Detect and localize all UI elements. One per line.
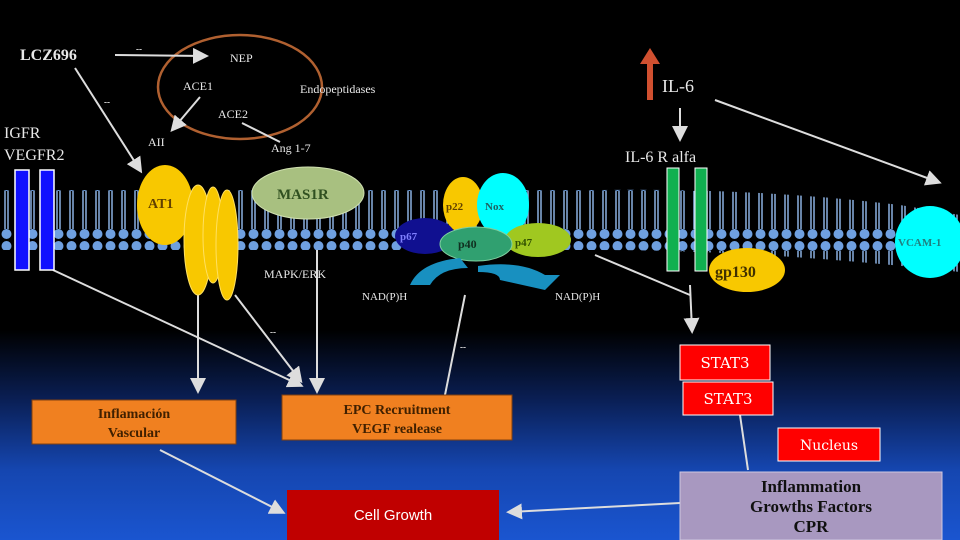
gp130 xyxy=(709,248,785,292)
nucleus-label: Nucleus xyxy=(800,438,858,454)
stat3-label: STAT3 xyxy=(703,390,752,408)
arrows xyxy=(52,47,942,520)
box-line: EPC Recruitment xyxy=(344,403,451,418)
gp130-label: gp130 xyxy=(715,264,756,281)
at1-helix xyxy=(215,189,239,301)
igfr-label: IGFR xyxy=(4,125,41,142)
p40-subunit xyxy=(439,226,513,262)
inhibition-mark: -- xyxy=(136,44,142,54)
nox-subunit xyxy=(477,173,529,237)
p22-subunit xyxy=(443,177,483,233)
at1-label: AT1 xyxy=(148,197,173,212)
ace1-label: ACE1 xyxy=(183,79,213,93)
box-line: Vascular xyxy=(108,426,160,441)
labels: LCZ696 NEP ACE1 ACE2 Endopeptidases AII … xyxy=(4,44,941,352)
stat3-box-2: STAT3 xyxy=(682,381,774,416)
il6r-label: IL-6 R alfa xyxy=(625,149,696,166)
lcz696-label: LCZ696 xyxy=(20,47,77,64)
box-line: CPR xyxy=(794,517,830,536)
cell-growth-box: Cell Growth xyxy=(287,490,499,540)
ace2-label: ACE2 xyxy=(218,107,248,121)
mas1r-label: MAS1R xyxy=(277,187,329,203)
inflamacion-box: Inflamación Vascular xyxy=(31,399,237,445)
il6-up-arrowhead xyxy=(640,48,660,64)
inflammation-box: Inflammation Growths Factors CPR xyxy=(679,471,943,540)
vegfr2-receptor-bar xyxy=(39,169,55,271)
aii-label: AII xyxy=(148,135,165,149)
nadph-arrow-right xyxy=(478,264,560,290)
box-line: VEGF realease xyxy=(352,422,442,437)
vegfr2-label: VEGFR2 xyxy=(4,147,64,164)
il6r-bar-left xyxy=(666,167,680,272)
box-line: Inflamación xyxy=(98,407,171,422)
p67-label: p67 xyxy=(400,231,418,243)
nadph-left-label: NAD(P)H xyxy=(362,291,407,303)
il6r-bar-right xyxy=(694,167,708,272)
inhibition-mark: -- xyxy=(104,97,110,107)
nucleus-box: Nucleus xyxy=(777,427,881,462)
endopeptidases-label: Endopeptidases xyxy=(300,82,376,96)
p47-label: p47 xyxy=(515,237,533,249)
endopeptidase-circle xyxy=(156,33,324,141)
epc-box: EPC Recruitment VEGF realease xyxy=(281,394,513,441)
vcam1-label: VCAM-1 xyxy=(898,237,941,249)
stat3-label: STAT3 xyxy=(700,354,749,372)
nadph-arrow-left xyxy=(410,258,468,285)
ang17-label: Ang 1-7 xyxy=(271,141,311,155)
inhibition-mark: -- xyxy=(270,327,276,337)
nadph-right-label: NAD(P)H xyxy=(555,291,600,303)
mapk-erk-label: MAPK/ERK xyxy=(264,267,326,281)
at1-receptor xyxy=(137,165,193,245)
p47-subunit xyxy=(505,223,571,257)
igfr-receptor-bar xyxy=(14,169,30,271)
box-line: Growths Factors xyxy=(750,497,872,516)
il6-label: IL-6 xyxy=(662,76,694,96)
mas1r-receptor xyxy=(251,166,365,220)
p22-label: p22 xyxy=(446,201,464,213)
stat3-box-1: STAT3 xyxy=(679,344,771,381)
vcam1 xyxy=(895,206,960,278)
box-line: Inflammation xyxy=(761,477,862,496)
nox-label: Nox xyxy=(485,201,504,213)
p40-label: p40 xyxy=(458,237,477,251)
nep-label: NEP xyxy=(230,51,253,65)
inhibition-mark: -- xyxy=(460,342,466,352)
